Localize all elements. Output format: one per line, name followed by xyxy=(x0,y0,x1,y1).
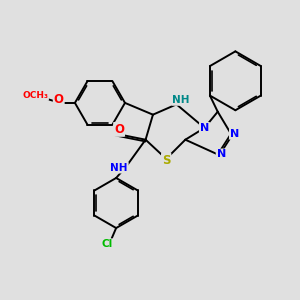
Text: N: N xyxy=(200,123,209,133)
Text: OCH₃: OCH₃ xyxy=(22,91,48,100)
Text: NH: NH xyxy=(110,163,128,173)
Text: N: N xyxy=(230,129,239,139)
Text: S: S xyxy=(162,154,170,167)
Text: Cl: Cl xyxy=(102,239,113,249)
Text: O: O xyxy=(114,123,124,136)
Text: NH: NH xyxy=(172,95,190,105)
Text: O: O xyxy=(54,93,64,106)
Text: N: N xyxy=(217,149,226,159)
